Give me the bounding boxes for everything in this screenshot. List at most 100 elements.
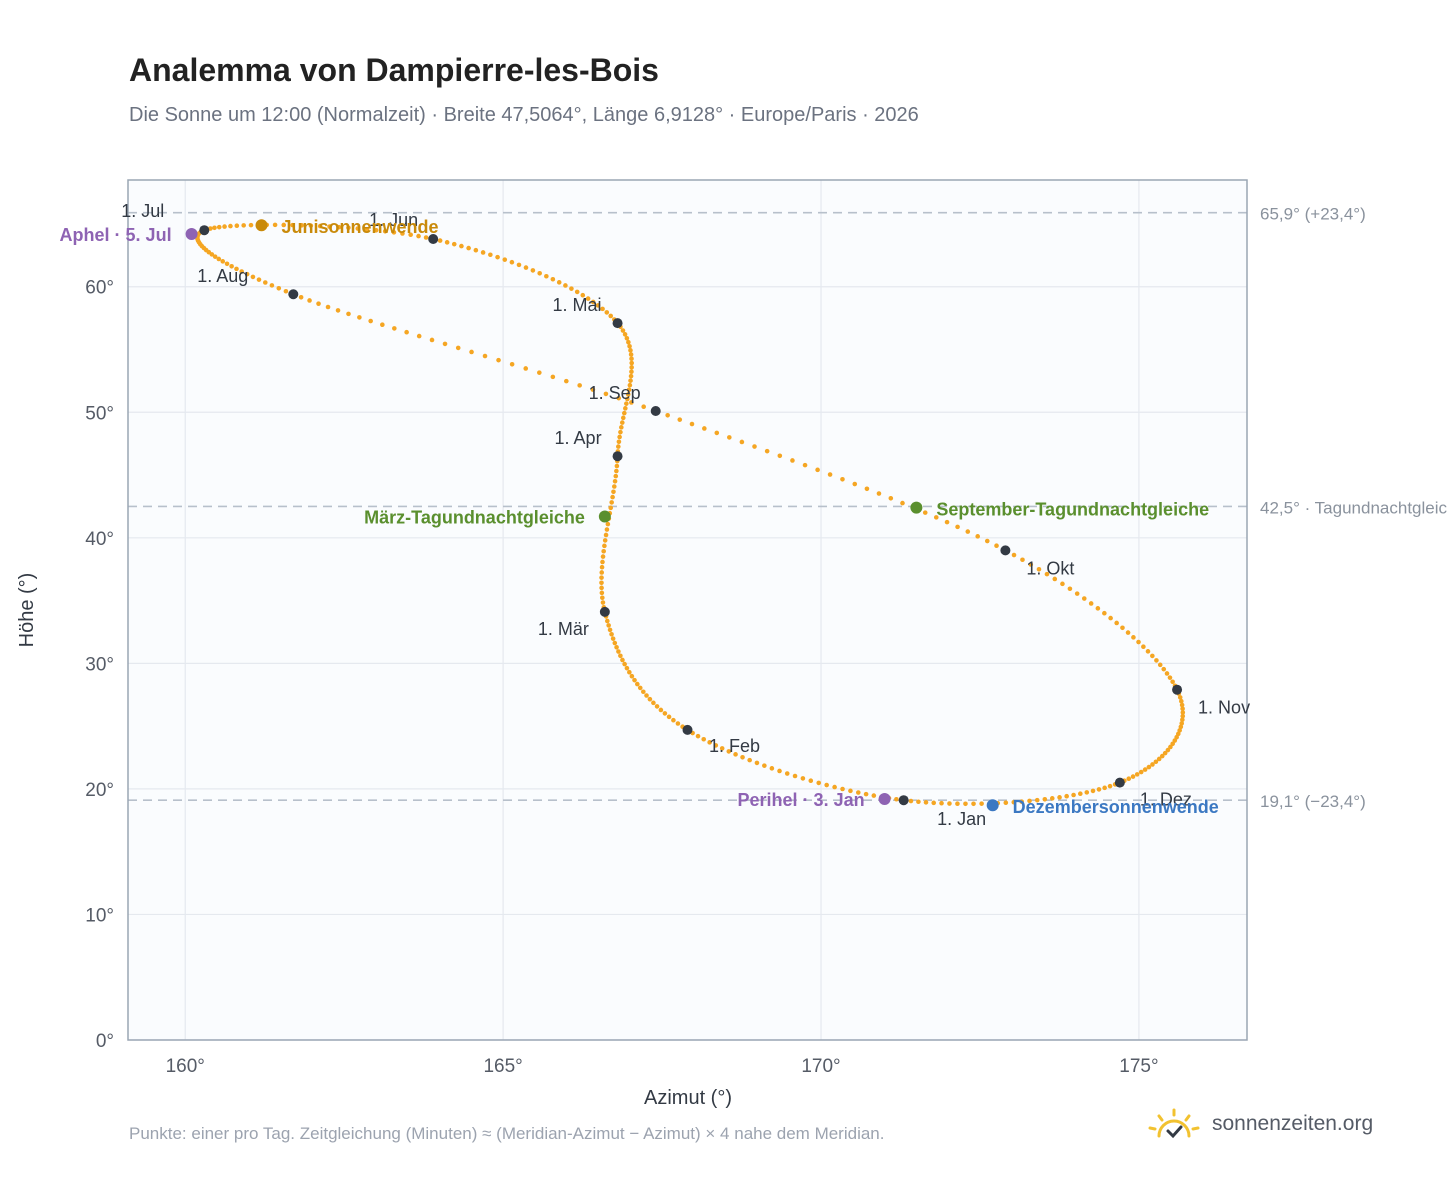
daily-sun-dot [689,421,695,427]
y-tick-label: 0° [96,1031,114,1052]
analemma-curve [195,222,1186,807]
daily-sun-dot [840,786,845,792]
daily-sun-dot [840,476,845,482]
daily-sun-dot [620,415,626,421]
daily-sun-dot [616,395,622,401]
daily-sun-dot [602,543,607,549]
daily-sun-dot [802,462,808,468]
daily-sun-dot [707,740,712,745]
daily-sun-dot [815,467,820,473]
daily-sun-dot [1060,581,1065,587]
daily-sun-dot [769,766,775,771]
daily-sun-dot [373,227,379,233]
daily-sun-dot [635,681,640,687]
daily-sun-dot [832,784,837,790]
daily-sun-dot [444,240,450,245]
daily-sun-dot [1179,721,1185,726]
daily-sun-dot [550,276,556,282]
daily-sun-dot [355,226,361,231]
daily-sun-dot [600,554,606,559]
daily-sun-dot [502,257,508,262]
month-marker [199,225,210,236]
daily-sun-dot [965,529,971,534]
daily-sun-dot [590,387,596,392]
daily-sun-dot [628,352,634,357]
daily-sun-dot [641,404,646,410]
daily-sun-dot [641,689,646,695]
daily-sun-dot [777,453,783,459]
daily-sun-dot [222,224,227,229]
daily-sun-dot [1090,788,1096,794]
daily-sun-dot [792,773,798,779]
daily-sun-dot [327,224,332,229]
daily-sun-dot [1095,606,1101,611]
daily-sun-dot [626,387,632,393]
daily-sun-dot [1057,795,1062,800]
daily-sun-dot [619,420,625,425]
daily-sun-dot [368,318,373,324]
daily-sun-dot [466,245,471,251]
daily-sun-dot [617,434,622,440]
daily-sun-dot [429,337,435,343]
daily-sun-dot [1044,571,1050,577]
special-point [910,501,923,514]
daily-sun-dot [629,360,634,366]
daily-sun-dot [400,231,405,236]
daily-sun-dot [628,378,633,383]
daily-sun-dot [357,315,362,320]
daily-sun-dot [1170,741,1175,747]
special-points: Aphel · 5. Jul Junisonnenwende März-Tagund… [60,217,1219,817]
daily-sun-dot [894,796,899,802]
daily-sun-dot [754,760,760,766]
daily-sun-dot [695,733,701,739]
daily-sun-dot [600,306,605,312]
reference-line-label: 19,1° (−23,4°) [1260,792,1366,811]
daily-sun-dot [1027,798,1032,804]
daily-sun-dot [931,800,937,806]
daily-sun-dot [916,799,921,805]
daily-sun-dot [790,458,795,463]
month-marker-label: 1. Jul [121,201,164,221]
daily-sun-dot [614,644,619,650]
daily-sun-dot [629,365,634,370]
daily-sun-dot [224,261,230,267]
daily-sun-dot [800,776,806,781]
daily-sun-dot [382,228,388,234]
daily-sun-dot [971,801,976,807]
daily-sun-dot [963,801,968,807]
daily-sun-dot [739,439,745,445]
brand-name: sonnenzeiten.org [1212,1112,1374,1135]
daily-sun-dot [632,677,637,683]
daily-sun-dot [1150,653,1155,659]
daily-sun-dot [784,771,790,776]
daily-sun-dot [299,223,304,228]
daily-sun-dot [1130,774,1136,779]
daily-sun-dot [637,685,643,691]
daily-sun-dot [298,295,304,300]
daily-sun-dot [1164,671,1170,676]
y-tick-label: 50° [85,403,114,424]
daily-sun-dot [629,369,634,375]
y-tick-label: 60° [85,278,114,299]
daily-sun-dot [604,310,610,315]
daily-sun-dot [713,743,719,748]
daily-sun-dot [628,373,634,379]
daily-sun-dot [482,353,488,359]
daily-sun-dot [701,736,707,742]
daily-sun-dot [1180,706,1185,712]
daily-sun-dot [1049,796,1055,801]
daily-sun-dot [250,274,256,280]
daily-sun-dot [1146,764,1152,770]
daily-sun-dot [442,341,448,347]
brand[interactable]: sonnenzeiten.org [1146,1104,1373,1144]
special-point-label: Junisonnenwende [282,217,439,237]
daily-sun-dot [863,791,869,797]
daily-sun-dot [644,693,649,698]
daily-sun-dot [496,357,501,363]
daily-sun-dot [933,515,939,520]
y-tick-label: 20° [85,780,114,801]
daily-sun-dot [599,590,605,596]
daily-sun-dot [612,484,617,489]
month-marker-label: 1. Mär [538,619,589,639]
daily-sun-dot [764,448,770,454]
